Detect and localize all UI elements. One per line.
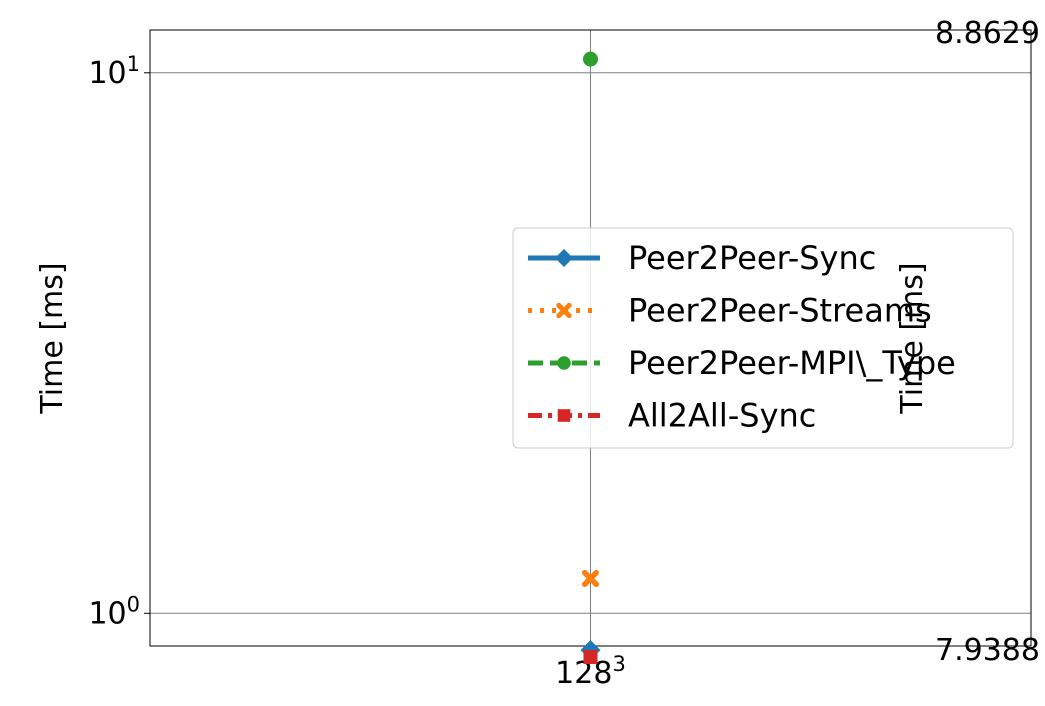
legend-marker: [555, 249, 573, 267]
legend-label: All2All-Sync: [628, 397, 816, 435]
legend: Peer2Peer-Sync Peer2Peer-Streams Peer2Peer…: [512, 227, 1014, 449]
y-axis-right-label: Time [ms]: [895, 262, 930, 414]
y-axis-left-label: Time [ms]: [35, 262, 70, 414]
y-axis-right-tick-top: 8.8629: [935, 16, 1040, 51]
data-point: [581, 569, 600, 588]
legend-label: Peer2Peer-Streams: [628, 292, 932, 330]
y-tick-label: 101: [88, 52, 140, 91]
legend-box: [512, 227, 1014, 449]
legend-marker: [557, 409, 571, 422]
y-axis-left-ticks: 100 101: [88, 52, 150, 631]
data-point: [583, 650, 598, 665]
data-point: [583, 51, 598, 67]
legend-marker: [556, 302, 572, 319]
legend-label: Peer2Peer-MPI\_Type: [628, 344, 956, 382]
y-tick-label: 100: [88, 592, 140, 631]
data-points: [580, 51, 601, 665]
y-axis-right-tick-bottom: 7.9388: [935, 633, 1040, 668]
legend-marker: [557, 356, 571, 370]
legend-label: Peer2Peer-Sync: [628, 239, 876, 277]
